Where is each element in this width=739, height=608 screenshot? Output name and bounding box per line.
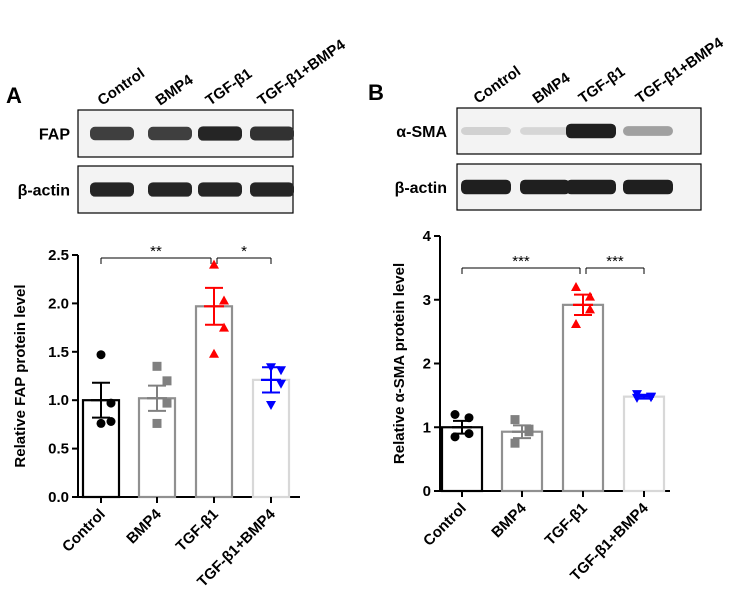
data-point-tgf-1	[209, 259, 219, 269]
band-actin-tgf-1-bmp4	[623, 179, 673, 195]
lane-label-tgf-1: TGF-β1	[576, 63, 629, 107]
panel-a-letter: A	[6, 83, 22, 108]
band-fap-control	[90, 126, 134, 141]
y-tick-label: 3	[423, 292, 431, 309]
band-actin-tgf-1	[198, 182, 242, 197]
data-point-tgf-1-bmp4	[276, 366, 286, 376]
band-sma-bmp4	[520, 127, 570, 135]
band-sma-control	[461, 127, 511, 135]
panel-b-letter: B	[368, 80, 384, 105]
data-point-bmp4	[524, 427, 534, 437]
lane-label-control: Control	[95, 65, 148, 110]
y-axis-title: Relative α-SMA protein level	[391, 263, 408, 464]
bar-bmp4	[137, 397, 177, 499]
data-point-control	[464, 429, 474, 439]
y-tick-label: 1.0	[48, 392, 69, 409]
data-point-control	[464, 413, 474, 423]
row-label-fap: FAP	[39, 127, 70, 144]
data-point-tgf-1-bmp4	[646, 393, 656, 403]
y-tick-label: 2.5	[48, 247, 69, 264]
y-tick-label: 1	[423, 419, 431, 436]
row-label-actin: β-actin	[18, 183, 70, 200]
data-point-tgf-1	[219, 322, 229, 332]
panel-b-western-blot: Control BMP4 TGF-β1 TGF-β1+BMP4 α-SMA β-actin	[395, 34, 728, 211]
bar-tgf-1	[561, 303, 605, 493]
band-sma-tgf-1-bmp4	[623, 126, 673, 136]
significance-label: ***	[512, 253, 530, 270]
band-fap-bmp4	[148, 126, 192, 141]
band-actin-tgf-1	[566, 179, 616, 195]
data-point-bmp4	[162, 398, 172, 408]
y-axis-title: Relative FAP protein level	[12, 284, 29, 467]
lane-label-control: Control	[471, 63, 524, 108]
data-point-tgf-1-bmp4	[266, 363, 276, 373]
y-tick-label: 4	[423, 228, 432, 245]
y-tick-label: 2	[423, 356, 431, 373]
x-tick-label-tgf-1: TGF-β1	[173, 506, 222, 555]
band-sma-tgf-1	[566, 123, 616, 139]
y-tick-label: 0.0	[48, 489, 69, 506]
bar-bmp4	[500, 430, 544, 493]
band-fap-tgf-1-bmp4	[250, 126, 294, 141]
band-actin-control	[90, 182, 134, 197]
band-actin-bmp4	[148, 182, 192, 197]
x-tick-label-bmp4: BMP4	[123, 505, 165, 547]
data-point-bmp4	[152, 361, 162, 371]
panel-a-western-blot: Control BMP4 TGF-β1 TGF-β1+BMP4 FAP β-actin	[18, 36, 350, 214]
y-tick-label: 0	[423, 483, 431, 500]
y-tick-label: 0.5	[48, 441, 69, 458]
x-tick-label-control: Control	[420, 500, 470, 550]
data-point-control	[450, 410, 460, 419]
panel-a-bar-chart: 0.0 0.5 1.0 1.5 2.0 2.5 Relative FAP protein l…	[12, 243, 300, 591]
data-point-bmp4	[510, 415, 520, 425]
row-label-sma: α-SMA	[396, 124, 447, 141]
significance-label: ***	[606, 253, 624, 270]
bar-control	[440, 426, 484, 493]
lane-label-bmp4: BMP4	[530, 69, 574, 107]
band-actin-bmp4	[520, 179, 570, 195]
data-point-control	[96, 418, 106, 428]
band-fap-tgf-1	[198, 126, 242, 141]
y-tick-label: 1.5	[48, 344, 69, 361]
data-point-bmp4	[162, 376, 172, 386]
lane-label-bmp4: BMP4	[153, 71, 197, 109]
data-point-bmp4	[510, 438, 520, 448]
data-point-tgf-1-bmp4	[276, 379, 286, 389]
significance-label: *	[241, 243, 247, 260]
data-point-tgf-1	[585, 304, 595, 314]
data-point-control	[106, 416, 116, 426]
y-tick-label: 2.0	[48, 295, 69, 312]
x-tick-label-control: Control	[59, 506, 109, 556]
band-actin-tgf-1-bmp4	[250, 182, 294, 197]
data-point-tgf-1	[585, 291, 595, 301]
data-point-tgf-1-bmp4	[266, 401, 276, 411]
lane-label-tgf-1-bmp4: TGF-β1+BMP4	[255, 36, 350, 109]
data-point-control	[450, 432, 460, 442]
row-label-actin: β-actin	[395, 180, 447, 197]
data-point-tgf-1	[209, 348, 219, 358]
data-point-control	[96, 350, 106, 360]
data-point-tgf-1	[571, 318, 581, 328]
bar-tgf-1-bmp4	[622, 395, 666, 493]
x-tick-label-tgf-1: TGF-β1	[542, 500, 591, 549]
data-point-tgf-1	[219, 295, 229, 305]
data-point-tgf-1-bmp4	[632, 393, 642, 403]
lane-label-tgf-1-bmp4: TGF-β1+BMP4	[633, 34, 728, 107]
data-point-control	[106, 398, 116, 408]
band-actin-control	[461, 179, 511, 195]
lane-label-tgf-1: TGF-β1	[203, 65, 256, 109]
bar-tgf-1	[194, 305, 234, 499]
data-point-bmp4	[152, 418, 162, 428]
data-point-tgf-1	[571, 282, 581, 291]
bar-tgf-1-bmp4	[251, 378, 291, 499]
panel-b-bar-chart: 0 1 2 3 4 Relative α-SMA protein level Control…	[391, 228, 670, 585]
significance-label: **	[150, 243, 162, 260]
x-tick-label-bmp4: BMP4	[488, 499, 530, 541]
